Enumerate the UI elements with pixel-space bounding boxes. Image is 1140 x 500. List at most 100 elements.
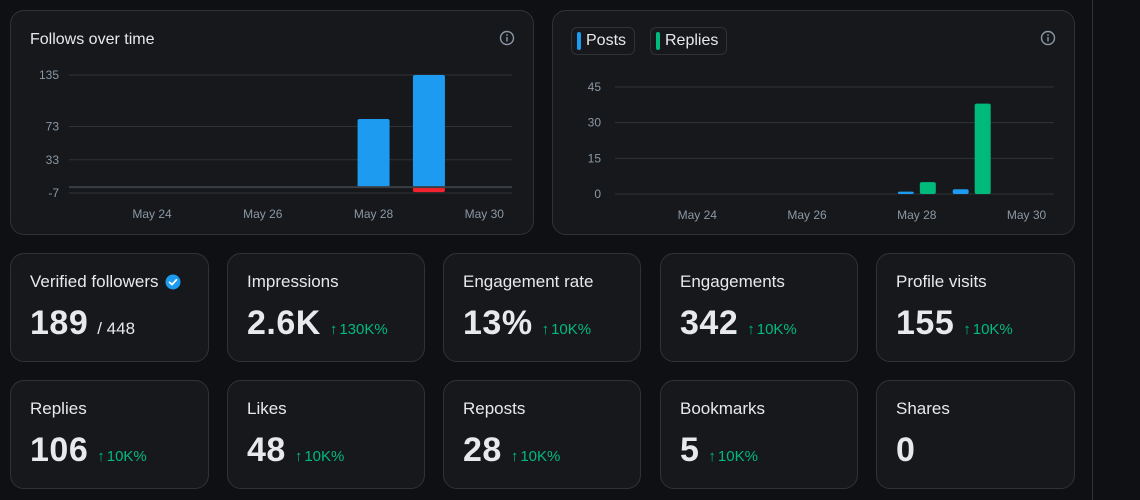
stat-change-value: 130K% [339, 321, 388, 338]
stat-value-row: 155 ↑ 10K% [896, 304, 1013, 343]
y-tick-label: 30 [588, 116, 602, 130]
stat-change-value: 10K% [756, 321, 797, 338]
posts-replies-chart: 45 30 15 0 May 24 May 26 May 28 May 30 [588, 80, 1054, 222]
stat-value: 189 [30, 304, 89, 342]
stat-card-engagement-rate[interactable]: Engagement rate 13% ↑ 10K% [443, 253, 641, 362]
stat-card-verified-followers[interactable]: Verified followers 189 / 448 [10, 253, 209, 362]
arrow-up-icon: ↑ [541, 321, 550, 338]
stat-change-value: 10K% [304, 448, 345, 465]
follows-chart: 135 73 33 -7 May 24 May 26 May 28 May 30 [39, 68, 512, 221]
follows-chart-card: Follows over time 135 73 33 -7 May 24 May 26 M… [10, 10, 534, 235]
arrow-up-icon: ↑ [97, 448, 105, 465]
stat-card-bookmarks[interactable]: Bookmarks 5 ↑ 10K% [660, 380, 858, 489]
stat-change-value: 10K% [520, 448, 561, 465]
chart-bar [412, 75, 445, 188]
stat-value-row: 106 ↑ 10K% [30, 431, 147, 470]
stat-change: ↑ 10K% [747, 321, 797, 338]
stat-value: 28 [463, 431, 502, 469]
y-tick-label: 135 [39, 68, 59, 82]
stat-value: 48 [247, 431, 286, 469]
arrow-up-icon: ↑ [510, 448, 519, 465]
y-tick-label: 73 [46, 120, 60, 134]
stat-card-replies[interactable]: Replies 106 ↑ 10K% [10, 380, 209, 489]
arrow-up-icon: ↑ [747, 321, 755, 338]
x-tick-label: May 30 [1007, 208, 1047, 222]
arrow-up-icon: ↑ [329, 321, 338, 338]
posts-replies-chart-card: Posts Replies 45 30 15 0 May 24 May 26 May 28 M… [552, 10, 1075, 235]
stat-label: Engagements [680, 272, 785, 291]
stat-value-row: 189 / 448 [30, 304, 135, 343]
stat-label: Replies [30, 399, 87, 418]
stat-card-shares[interactable]: Shares 0 [876, 380, 1075, 489]
stat-value-row: 13% ↑ 10K% [463, 304, 591, 343]
stat-value-row: 0 [896, 431, 915, 470]
stat-label-text: Verified followers [30, 272, 159, 291]
x-tick-label: May 24 [678, 208, 718, 222]
stat-label: Shares [896, 399, 950, 418]
stat-card-reposts[interactable]: Reposts 28 ↑ 10K% [443, 380, 641, 489]
stat-change: ↑ 10K% [708, 448, 758, 465]
legend-replies-label: Replies [665, 32, 719, 49]
follows-chart-title: Follows over time [30, 31, 155, 48]
chart-bar [897, 191, 914, 194]
y-tick-label: 15 [588, 151, 602, 165]
stat-change: ↑ 10K% [97, 448, 147, 465]
x-tick-label: May 26 [243, 207, 283, 221]
legend-posts-label: Posts [586, 32, 627, 49]
stat-label: Likes [247, 399, 287, 418]
stat-value: 342 [680, 304, 739, 342]
chart-bar [357, 119, 390, 188]
chart-bar [412, 187, 445, 193]
x-tick-label: May 26 [787, 208, 827, 222]
stat-change-value: 10K% [551, 321, 592, 338]
stat-card-profile-visits[interactable]: Profile visits 155 ↑ 10K% [876, 253, 1075, 362]
stat-change-value: 10K% [717, 448, 758, 465]
stat-value-row: 5 ↑ 10K% [680, 431, 758, 470]
legend-posts[interactable]: Posts [571, 27, 636, 55]
arrow-up-icon: ↑ [294, 448, 303, 465]
stat-value-row: 48 ↑ 10K% [247, 431, 344, 470]
arrow-up-icon: ↑ [963, 321, 971, 338]
stat-label: Bookmarks [680, 399, 766, 418]
stat-label: Verified followers [30, 272, 181, 292]
legend-replies-swatch [656, 32, 660, 50]
stat-label: Reposts [463, 399, 526, 418]
stat-label: Impressions [247, 272, 339, 291]
chart-bar [974, 103, 991, 194]
chart-bar [952, 189, 969, 194]
arrow-up-icon: ↑ [708, 448, 716, 465]
y-tick-label: 45 [588, 80, 602, 94]
legend-replies[interactable]: Replies [650, 27, 728, 55]
info-icon[interactable] [499, 30, 515, 46]
stat-value: 2.6K [247, 304, 321, 342]
stat-value-row: 342 ↑ 10K% [680, 304, 797, 343]
stat-value: 155 [896, 304, 955, 342]
stat-value-row: 2.6K ↑ 130K% [247, 304, 388, 343]
chart-bar [919, 182, 936, 194]
stat-value: 13% [463, 304, 533, 342]
stat-change-value: 10K% [106, 448, 147, 465]
panel-divider [1092, 0, 1093, 500]
stat-change: ↑ 130K% [330, 321, 388, 338]
stat-value-row: 28 ↑ 10K% [463, 431, 560, 470]
stat-change: ↑ 10K% [542, 321, 592, 338]
stat-change: ↑ 10K% [511, 448, 561, 465]
verified-badge-icon [165, 274, 181, 290]
legend-posts-swatch [577, 32, 581, 50]
x-tick-label: May 30 [465, 207, 505, 221]
info-icon[interactable] [1040, 30, 1056, 46]
stat-card-engagements[interactable]: Engagements 342 ↑ 10K% [660, 253, 858, 362]
y-tick-label: 33 [46, 153, 60, 167]
y-tick-label: -7 [48, 186, 59, 200]
y-tick-label: 0 [594, 187, 601, 201]
stat-card-impressions[interactable]: Impressions 2.6K ↑ 130K% [227, 253, 425, 362]
x-tick-label: May 28 [897, 208, 937, 222]
stat-value: 5 [680, 431, 700, 469]
stat-label: Engagement rate [463, 272, 594, 291]
stat-card-likes[interactable]: Likes 48 ↑ 10K% [227, 380, 425, 489]
stat-label: Profile visits [896, 272, 987, 291]
stat-change: ↑ 10K% [295, 448, 345, 465]
stat-value: 106 [30, 431, 89, 469]
stat-total: / 448 [97, 319, 136, 338]
stat-change: ↑ 10K% [963, 321, 1013, 338]
